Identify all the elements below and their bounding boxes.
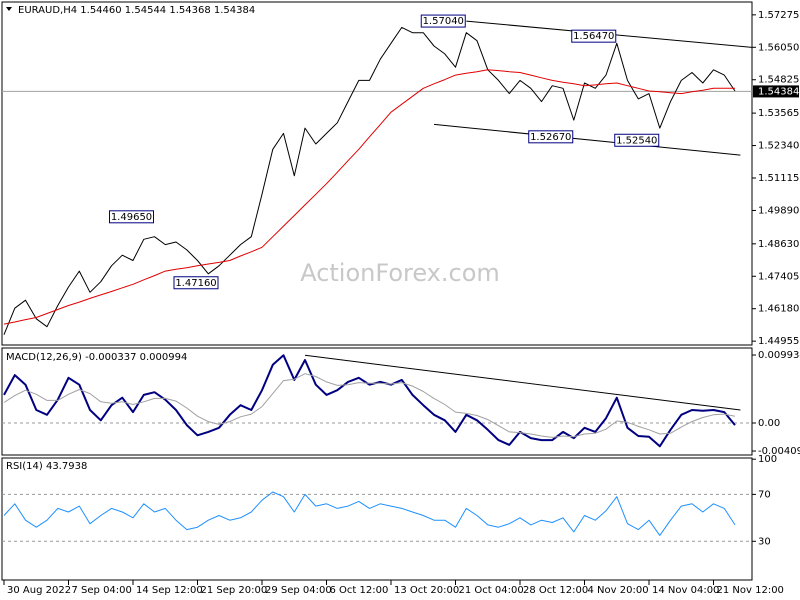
x-tick-label: 29 Sep 04:00 (265, 585, 332, 596)
x-tick-label: 21 Sep 20:00 (201, 585, 268, 596)
price-label-box (420, 14, 466, 28)
x-tick-label: 13 Oct 20:00 (394, 585, 459, 596)
price-label-box (571, 29, 617, 43)
y-tick-label: 0.00 (758, 418, 780, 429)
last-price-label: 1.54384 (758, 86, 799, 97)
rsi-panel (1, 457, 753, 581)
y-tick-label: 1.52340 (758, 141, 799, 152)
price-panel (1, 1, 753, 346)
price-label: 1.49650 (111, 212, 152, 223)
title-arrow (6, 7, 12, 11)
watermark: ActionForex.com (300, 259, 500, 287)
x-tick-label: 7 Sep 04:00 (72, 585, 132, 596)
x-tick-label: 28 Oct 12:00 (523, 585, 588, 596)
y-tick-label: 100 (758, 454, 777, 465)
y-tick-label: 1.57275 (758, 10, 799, 21)
y-tick-label: 1.54825 (758, 75, 799, 86)
chart-title: EURAUD,H4 1.54460 1.54544 1.54368 1.5438… (18, 5, 255, 16)
panel-title: MACD(12,26,9) -0.000337 0.000994 (6, 352, 187, 363)
macd-panel (1, 347, 753, 456)
series-line (3, 373, 736, 438)
x-tick-label: 14 Sep 12:00 (136, 585, 203, 596)
y-tick-label: 1.46180 (758, 304, 799, 315)
series-line (3, 26, 736, 335)
x-tick-label: 6 Oct 12:00 (330, 585, 389, 596)
y-tick-label: 1.53565 (758, 108, 799, 119)
series-line (3, 69, 735, 325)
y-tick-label: 0.009934 (758, 350, 800, 361)
trendline (304, 354, 741, 411)
y-tick-label: 1.47405 (758, 271, 799, 282)
x-tick-label: 21 Oct 04:00 (459, 585, 524, 596)
plot-area (2, 491, 752, 542)
price-label: 1.57040 (423, 16, 464, 27)
price-label: 1.47160 (175, 278, 216, 289)
x-tick-label: 30 Aug 2022 (7, 585, 71, 596)
price-label: 1.56470 (573, 31, 614, 42)
last-price-box (753, 85, 799, 98)
price-label-box (173, 276, 219, 290)
price-label-box (528, 130, 574, 144)
y-tick-label: 30 (758, 536, 771, 547)
y-tick-label: 70 (758, 489, 771, 500)
price-label-box (109, 210, 154, 224)
plot-area (2, 20, 752, 335)
y-tick-label: 1.56050 (758, 42, 799, 53)
x-tick-label: 21 Nov 12:00 (717, 585, 784, 596)
x-tick-label: 14 Nov 04:00 (652, 585, 719, 596)
y-tick-label: 1.49890 (758, 205, 799, 216)
trendline (433, 123, 741, 156)
price-label: 1.52670 (530, 132, 571, 143)
panel-title: RSI(14) 43.7938 (6, 461, 87, 472)
price-label: 1.52540 (616, 135, 657, 146)
price-label-box (614, 133, 660, 147)
y-tick-label: 1.44955 (758, 336, 799, 347)
y-tick-label: -0.004095 (758, 446, 800, 457)
y-tick-label: 1.48630 (758, 239, 799, 250)
series-line (3, 491, 736, 536)
x-tick-label: 4 Nov 20:00 (588, 585, 649, 596)
plot-area (2, 354, 752, 448)
y-tick-label: 1.51115 (758, 173, 799, 184)
